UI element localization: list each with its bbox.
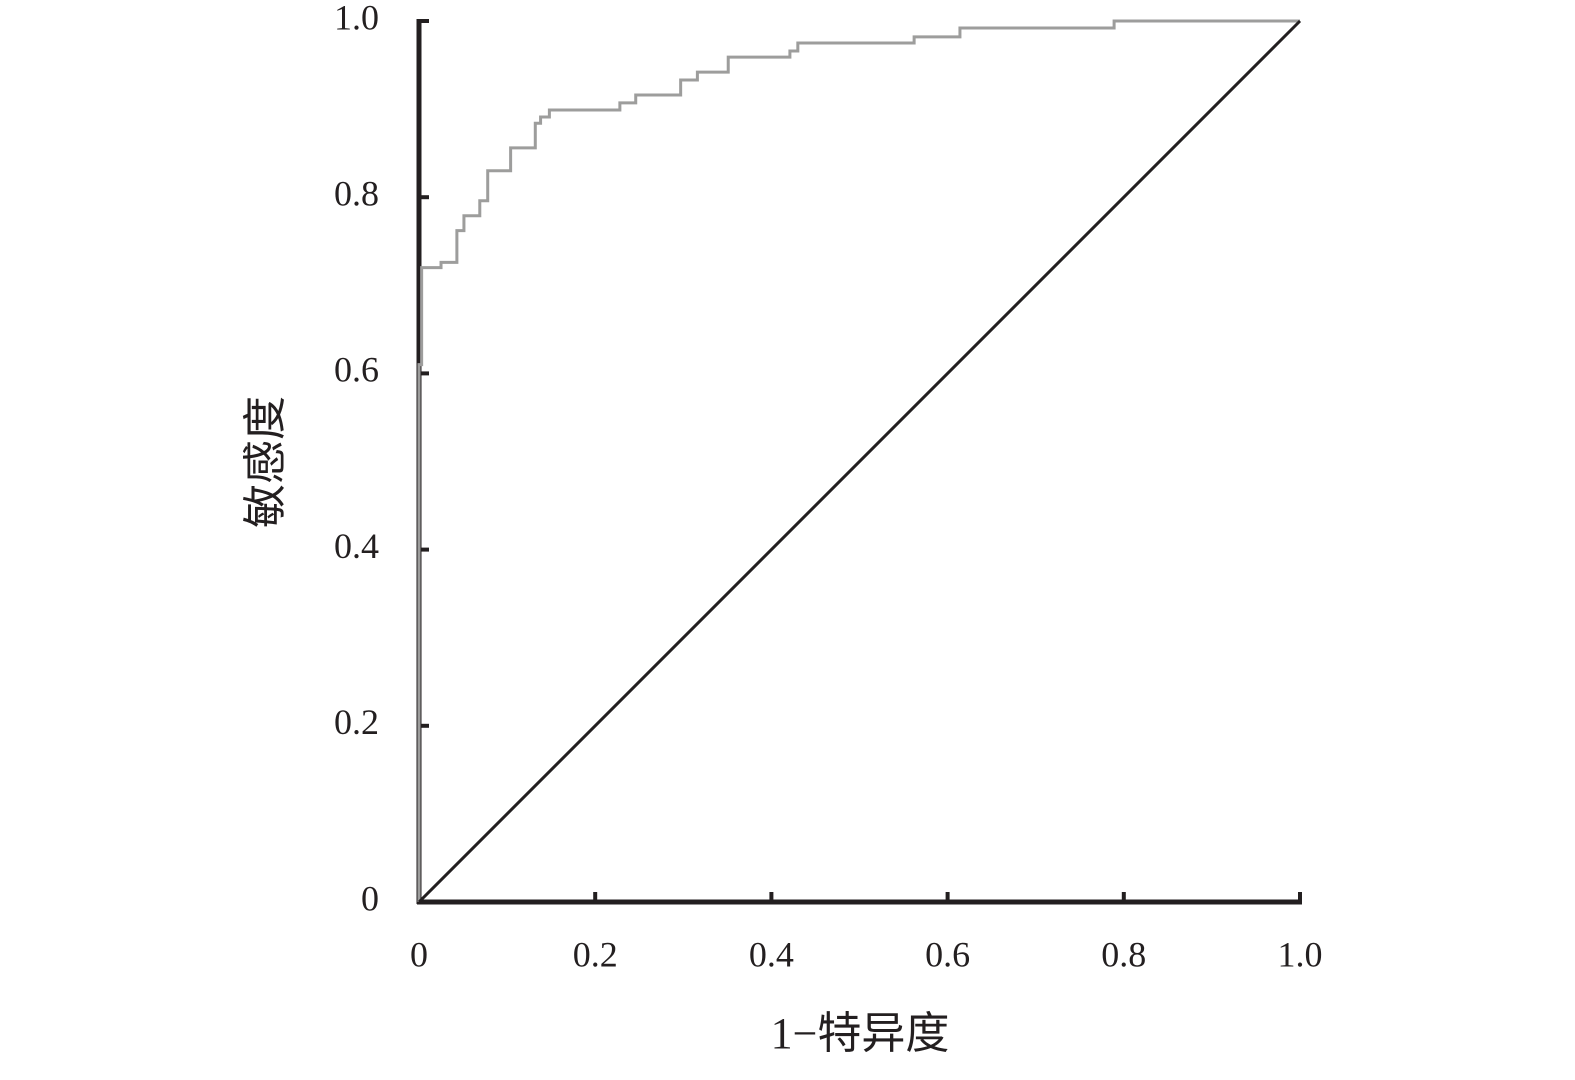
x-tick-label: 0.6: [925, 934, 970, 974]
x-tick-label: 0.8: [1101, 934, 1146, 974]
line-series: [417, 19, 1302, 904]
y-tick-label: 1.0: [334, 0, 379, 37]
y-tick-label: 0.8: [334, 173, 379, 213]
x-tick-label: 0: [410, 934, 428, 974]
x-tick-label: 0.4: [749, 934, 794, 974]
y-tick-label: 0.4: [334, 526, 379, 566]
y-tick-label: 0.2: [334, 702, 379, 742]
y-tick-label: 0.6: [334, 350, 379, 390]
y-tick-label: 0: [361, 878, 379, 918]
x-tick-label: 1.0: [1278, 934, 1323, 974]
x-tick-label: 0.2: [573, 934, 618, 974]
x-axis-title: 1−特异度: [771, 1009, 950, 1058]
line-series: [417, 19, 1300, 902]
y-axis-title: 敏感度: [241, 396, 290, 528]
